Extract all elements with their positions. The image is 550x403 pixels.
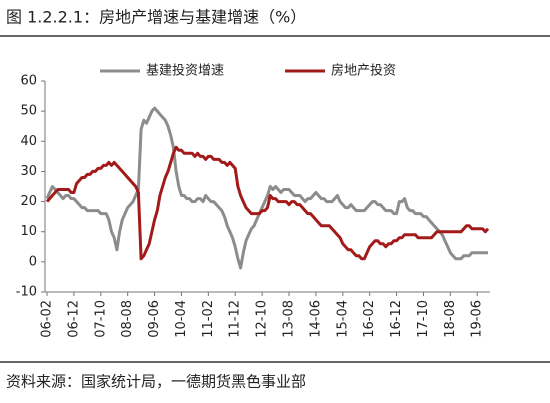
source-note: 资料来源：国家统计局，一德期货黑色事业部 bbox=[6, 373, 306, 391]
x-tick-label: 12-10 bbox=[255, 300, 270, 338]
legend-label: 房地产投资 bbox=[331, 63, 396, 79]
legend-label: 基建投资增速 bbox=[146, 63, 224, 79]
y-tick-label: 30 bbox=[20, 164, 37, 179]
x-tick-label: 09-06 bbox=[147, 300, 162, 338]
chart-title: 图 1.2.2.1：房地产增速与基建增速（%） bbox=[6, 8, 306, 27]
x-tick-label: 06-12 bbox=[66, 300, 81, 338]
x-tick-label: 15-04 bbox=[335, 300, 350, 338]
x-tick-label: 06-02 bbox=[40, 300, 55, 338]
y-tick-label: 10 bbox=[20, 224, 37, 239]
x-tick-label: 11-12 bbox=[228, 300, 243, 338]
y-tick-label: 20 bbox=[20, 194, 37, 209]
x-tick-label: 10-04 bbox=[174, 300, 189, 338]
y-tick-label: 40 bbox=[20, 134, 37, 149]
y-tick-label: 50 bbox=[20, 104, 37, 119]
x-tick-label: 08-08 bbox=[120, 300, 135, 338]
x-tick-label: 14-06 bbox=[308, 300, 323, 338]
x-tick-label: 17-10 bbox=[416, 300, 431, 338]
series-line bbox=[45, 145, 490, 261]
series-line bbox=[45, 106, 488, 270]
y-tick-label: 0 bbox=[29, 254, 37, 269]
y-tick-label: 60 bbox=[20, 74, 37, 89]
x-tick-label: 13-08 bbox=[282, 300, 297, 338]
x-tick-label: 16-12 bbox=[389, 300, 404, 338]
x-tick-label: 07-10 bbox=[93, 300, 108, 338]
x-tick-label: 19-06 bbox=[470, 300, 485, 338]
x-tick-label: 16-02 bbox=[362, 300, 377, 338]
x-tick-label: 11-02 bbox=[201, 300, 216, 338]
y-tick-label: -10 bbox=[16, 285, 37, 300]
x-tick-label: 18-08 bbox=[443, 300, 458, 338]
